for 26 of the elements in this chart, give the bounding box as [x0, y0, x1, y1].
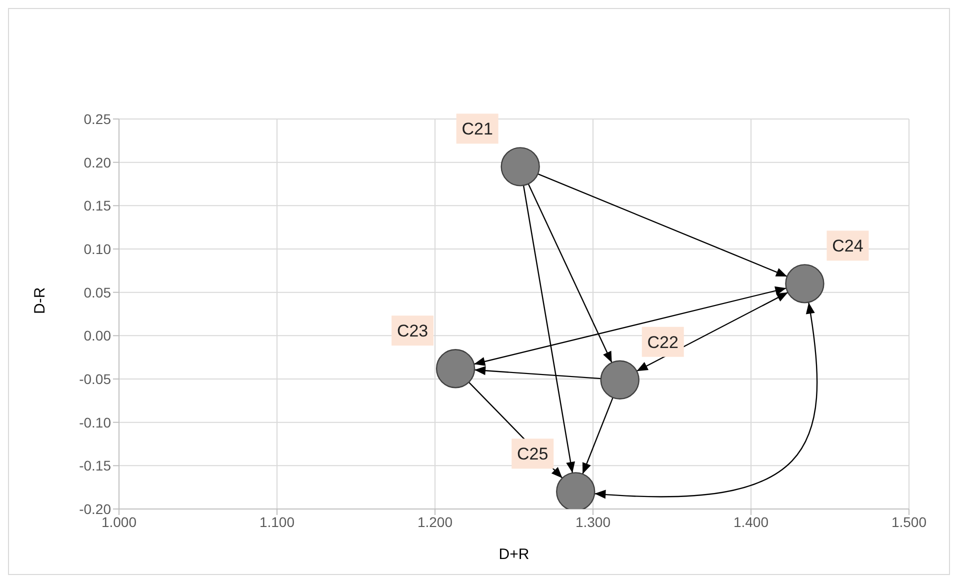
point [500, 147, 540, 186]
annotation: C21 [462, 120, 493, 139]
annotation: C24 [832, 236, 864, 256]
point [556, 472, 596, 509]
y-tick-label: -0.10 [79, 414, 112, 430]
x-tick-label: 1.300 [575, 514, 611, 530]
annotation: C22 [647, 332, 678, 352]
annotation: C25 [517, 444, 548, 464]
annotation: C23 [396, 322, 428, 341]
x-tick-label: 1.100 [259, 514, 295, 530]
y-tick-label: 0.05 [84, 284, 112, 300]
y-tick-label: 0.10 [84, 240, 112, 257]
y-tick-label: 0.15 [84, 198, 112, 214]
y-axis-title: D-R [31, 287, 48, 314]
point [436, 349, 476, 388]
x-tick-label: 1.400 [733, 514, 769, 530]
x-tick-label: 1.200 [417, 514, 453, 530]
y-tick-label: 0.25 [84, 110, 112, 127]
point [600, 360, 640, 400]
x-axis-title: D+R [498, 546, 530, 563]
y-tick-label: -0.15 [79, 458, 112, 474]
y-tick-label: 0.00 [84, 328, 112, 344]
y-tick-label: -0.05 [79, 370, 112, 387]
y-tick-label: 0.20 [84, 154, 112, 170]
point [785, 264, 824, 304]
x-tick-label: 1.500 [891, 514, 927, 530]
